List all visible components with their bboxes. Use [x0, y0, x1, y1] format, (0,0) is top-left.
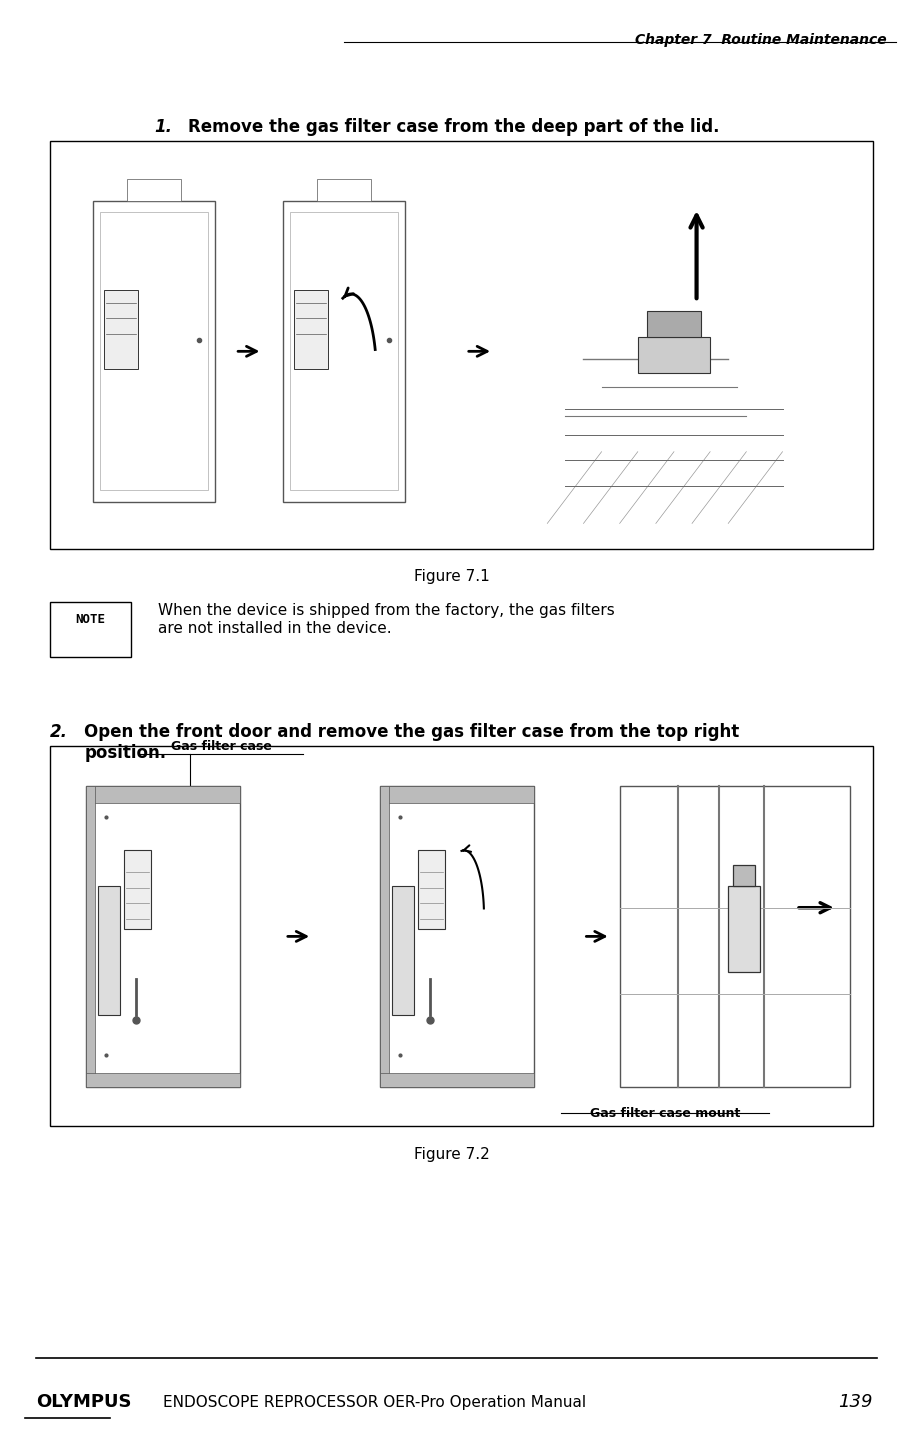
Text: Remove the gas filter case from the deep part of the lid.: Remove the gas filter case from the deep… [188, 118, 720, 136]
Text: OLYMPUS: OLYMPUS [37, 1394, 132, 1411]
Bar [380, 786, 534, 803]
Bar [418, 850, 445, 929]
Bar [49, 746, 873, 1126]
Bar [380, 786, 389, 1087]
Bar [619, 786, 850, 1087]
Bar [283, 201, 405, 502]
Bar [728, 886, 760, 972]
Bar [124, 850, 151, 929]
Text: Figure 7.2: Figure 7.2 [414, 1147, 490, 1162]
Text: 1.: 1. [154, 118, 172, 136]
Bar [86, 786, 95, 1087]
Bar [49, 602, 131, 657]
Bar [380, 1073, 534, 1087]
Bar [98, 886, 120, 1015]
Bar [86, 786, 240, 803]
Text: 2.: 2. [49, 723, 68, 741]
Bar [104, 290, 138, 369]
Bar [86, 1073, 240, 1087]
Bar [93, 201, 215, 502]
Text: When the device is shipped from the factory, the gas filters
are not installed i: When the device is shipped from the fact… [158, 604, 615, 635]
Bar [126, 179, 181, 201]
Text: Open the front door and remove the gas filter case from the top right
position.: Open the front door and remove the gas f… [84, 723, 739, 761]
Bar [290, 212, 398, 490]
Bar [392, 886, 414, 1015]
Bar [647, 311, 701, 337]
Text: Gas filter case: Gas filter case [171, 740, 272, 753]
Bar [86, 786, 240, 1087]
Text: Gas filter case mount: Gas filter case mount [590, 1107, 740, 1120]
Text: ENDOSCOPE REPROCESSOR OER-Pro Operation Manual: ENDOSCOPE REPROCESSOR OER-Pro Operation … [163, 1395, 586, 1410]
Text: 139: 139 [838, 1394, 873, 1411]
Bar [100, 212, 208, 490]
Text: Chapter 7  Routine Maintenance: Chapter 7 Routine Maintenance [635, 33, 887, 47]
Text: NOTE: NOTE [75, 612, 105, 627]
Bar [49, 141, 873, 549]
Bar [380, 786, 534, 1087]
Bar [293, 290, 328, 369]
Bar [638, 337, 710, 373]
Bar [733, 865, 756, 886]
Text: Figure 7.1: Figure 7.1 [414, 569, 490, 584]
Bar [317, 179, 371, 201]
